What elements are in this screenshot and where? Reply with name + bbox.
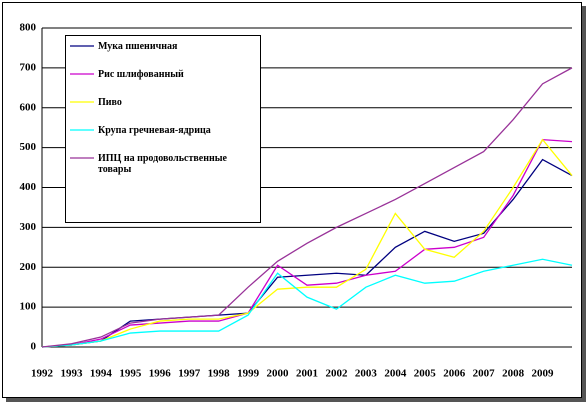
legend-swatch	[70, 157, 94, 159]
legend-entry: ИПЦ на продовольственные товары	[70, 153, 256, 175]
x-tick-label: 1995	[119, 368, 142, 380]
legend-entry: Крупа гречневая-ядрица	[70, 125, 256, 136]
legend-swatch	[70, 73, 94, 75]
x-tick-label: 1999	[237, 368, 260, 380]
y-tick-label: 0	[31, 341, 37, 353]
x-tick-label: 2003	[355, 368, 378, 380]
series-line	[41, 138, 573, 348]
legend-label: Рис шлифованный	[98, 69, 184, 80]
series-line	[41, 138, 573, 348]
x-tick-label: 2006	[443, 368, 466, 380]
y-tick-label: 800	[20, 22, 37, 34]
x-tick-label: 1996	[149, 368, 172, 380]
series-line	[41, 67, 573, 348]
x-tick-label: 1997	[178, 368, 201, 380]
y-tick-label: 400	[20, 181, 37, 193]
legend: Мука пшеничная Рис шлифованный Пиво Крупа г…	[65, 35, 261, 223]
x-tick-label: 2005	[414, 368, 437, 380]
legend-entry: Мука пшеничная	[70, 41, 256, 52]
y-tick-label: 100	[20, 301, 37, 313]
x-tick-label: 2004	[384, 368, 407, 380]
x-tick-label: 1992	[31, 368, 54, 380]
x-tick-label: 2007	[473, 368, 496, 380]
legend-label: Мука пшеничная	[98, 41, 178, 52]
legend-swatch	[70, 45, 94, 47]
x-tick-label: 2008	[502, 368, 525, 380]
x-tick-label: 2002	[325, 368, 348, 380]
y-tick-label: 300	[20, 221, 37, 233]
legend-entry: Пиво	[70, 97, 256, 108]
x-tick-label: 1994	[90, 368, 113, 380]
y-tick-label: 200	[20, 261, 37, 273]
x-tick-label: 1993	[60, 368, 83, 380]
y-tick-label: 600	[20, 101, 37, 113]
x-tick-label: 2000	[267, 368, 290, 380]
legend-label: ИПЦ на продовольственные товары	[98, 153, 227, 175]
legend-swatch	[70, 129, 94, 131]
x-tick-label: 1998	[208, 368, 231, 380]
legend-swatch	[70, 101, 94, 103]
legend-label: Крупа гречневая-ядрица	[98, 125, 211, 136]
y-tick-label: 700	[20, 61, 37, 73]
legend-label: Пиво	[98, 97, 122, 108]
x-tick-label: 2001	[296, 368, 318, 380]
series-line	[41, 158, 573, 348]
legend-entry: Рис шлифованный	[70, 69, 256, 80]
series-line	[41, 258, 573, 348]
y-tick-label: 500	[20, 141, 37, 153]
x-tick-label: 2009	[532, 368, 555, 380]
